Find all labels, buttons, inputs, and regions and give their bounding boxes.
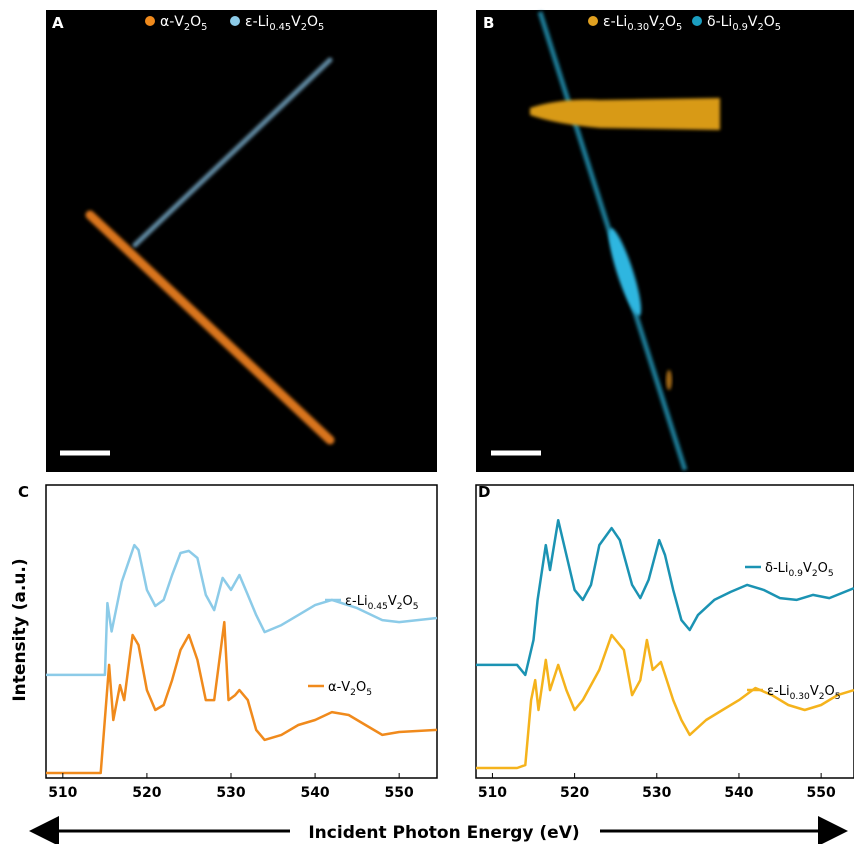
legend-label: ε-Li0.30V2O5 xyxy=(767,684,841,702)
rod xyxy=(85,210,335,445)
legend-label: ε-Li0.30V2O5 xyxy=(603,14,682,33)
panel-label: A xyxy=(52,14,64,32)
subscript: 0.30 xyxy=(627,22,649,33)
subscript: 0.30 xyxy=(790,692,810,702)
x-tick-label: 530 xyxy=(642,785,671,801)
subscript: 2 xyxy=(819,692,825,702)
image-a xyxy=(46,10,437,472)
subscript: 5 xyxy=(201,22,207,33)
subscript: 5 xyxy=(413,602,419,612)
x-tick-label: 550 xyxy=(807,785,836,801)
text-part: O xyxy=(825,684,835,699)
subscript: 0.45 xyxy=(368,602,388,612)
spectrum-line xyxy=(476,633,854,770)
subscript: 2 xyxy=(812,569,818,579)
text-part: V xyxy=(388,594,397,609)
text-part: ε-Li xyxy=(603,14,627,30)
x-tick-label: 530 xyxy=(216,785,245,801)
subscript: 0.45 xyxy=(269,22,291,33)
x-tick-label: 540 xyxy=(724,785,753,801)
spectrum-line xyxy=(46,620,438,775)
legend-label: α-V2O5 xyxy=(160,14,207,33)
subscript: 0.9 xyxy=(789,569,804,579)
text-part: O xyxy=(818,561,828,576)
subscript: 0.9 xyxy=(732,22,748,33)
legend-label: α-V2O5 xyxy=(328,680,372,698)
text-part: O xyxy=(356,680,366,695)
x-tick-label: 520 xyxy=(132,785,161,801)
text-part: O xyxy=(307,14,318,30)
legend-label: ε-Li0.45V2O5 xyxy=(345,594,419,612)
x-tick-label: 520 xyxy=(560,785,589,801)
subscript: 5 xyxy=(835,692,841,702)
x-tick-label: 510 xyxy=(48,785,77,801)
text-part: O xyxy=(665,14,676,30)
x-axis-label: Incident Photon Energy (eV) xyxy=(308,823,579,843)
text-part: V xyxy=(748,14,758,30)
text-part: δ-Li xyxy=(765,561,789,576)
subscript: 2 xyxy=(397,602,403,612)
legend-label: δ-Li0.9V2O5 xyxy=(707,14,781,33)
x-tick-label: 550 xyxy=(385,785,414,801)
text-part: O xyxy=(403,594,413,609)
text-part: O xyxy=(764,14,775,30)
spectrum-line xyxy=(46,543,438,677)
plot-frame xyxy=(475,484,854,779)
panel-label: B xyxy=(483,14,494,32)
x-tick-label: 510 xyxy=(478,785,507,801)
panel-label: D xyxy=(478,483,490,501)
subscript: 2 xyxy=(350,688,356,698)
legend-label: ε-Li0.45V2O5 xyxy=(245,14,324,33)
legend-marker xyxy=(230,16,240,26)
legend-marker xyxy=(692,16,702,26)
text-part: O xyxy=(190,14,201,30)
subscript: 5 xyxy=(775,22,781,33)
text-part: ε-Li xyxy=(245,14,269,30)
subscript: 2 xyxy=(659,22,665,33)
text-part: α-V xyxy=(160,14,184,30)
subscript: 2 xyxy=(301,22,307,33)
image-b xyxy=(476,10,854,472)
panel-label: C xyxy=(18,483,29,501)
legend-marker xyxy=(588,16,598,26)
plot-frame xyxy=(45,484,438,779)
blob xyxy=(608,228,642,316)
text-part: ε-Li xyxy=(345,594,368,609)
text-part: V xyxy=(649,14,659,30)
subscript: 5 xyxy=(366,688,372,698)
spectrum-line xyxy=(476,518,854,677)
blob xyxy=(666,370,672,390)
subscript: 5 xyxy=(828,569,834,579)
subscript: 5 xyxy=(318,22,324,33)
x-tick-label: 540 xyxy=(300,785,329,801)
subscript: 2 xyxy=(184,22,190,33)
text-part: α-V xyxy=(328,680,350,695)
text-part: V xyxy=(810,684,819,699)
rod xyxy=(132,57,333,248)
y-axis-label: Intensity (a.u.) xyxy=(10,558,30,701)
text-part: ε-Li xyxy=(767,684,790,699)
subscript: 5 xyxy=(676,22,682,33)
blob xyxy=(530,98,720,130)
subscript: 2 xyxy=(757,22,763,33)
text-part: V xyxy=(291,14,301,30)
text-part: V xyxy=(803,561,812,576)
text-part: δ-Li xyxy=(707,14,732,30)
legend-marker xyxy=(145,16,155,26)
legend-label: δ-Li0.9V2O5 xyxy=(765,561,834,579)
